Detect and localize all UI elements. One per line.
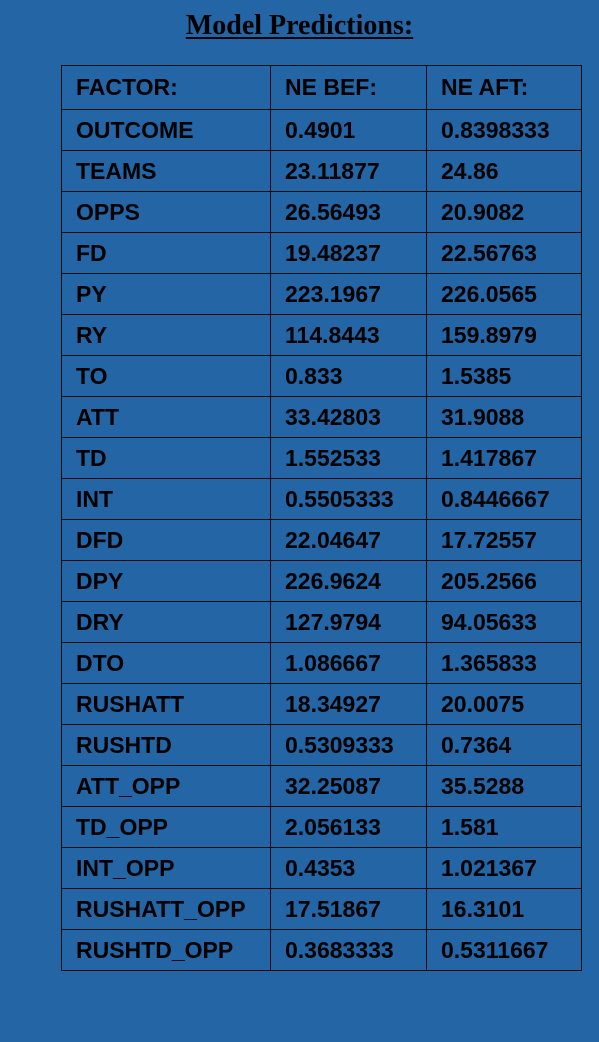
ne-aft-cell: 0.7364 xyxy=(426,724,582,766)
header-cell-factor: FACTOR: xyxy=(61,65,271,110)
table-row: RUSHTD_OPP 0.3683333 0.5311667 xyxy=(61,929,582,971)
ne-aft-cell: 1.021367 xyxy=(426,847,582,889)
table-row: RY 114.8443 159.8979 xyxy=(61,314,582,356)
table-row: TEAMS 23.11877 24.86 xyxy=(61,150,582,192)
factor-cell: RY xyxy=(61,314,271,356)
factor-cell: INT_OPP xyxy=(61,847,271,889)
ne-bef-cell: 0.833 xyxy=(270,355,427,397)
table-row: RUSHTD 0.5309333 0.7364 xyxy=(61,724,582,766)
ne-bef-cell: 22.04647 xyxy=(270,519,427,561)
table-row: DFD 22.04647 17.72557 xyxy=(61,519,582,561)
ne-bef-cell: 32.25087 xyxy=(270,765,427,807)
factor-cell: DRY xyxy=(61,601,271,643)
ne-bef-cell: 33.42803 xyxy=(270,396,427,438)
ne-aft-cell: 31.9088 xyxy=(426,396,582,438)
factor-cell: RUSHTD_OPP xyxy=(61,929,271,971)
table-row: INT 0.5505333 0.8446667 xyxy=(61,478,582,520)
table-row: RUSHATT_OPP 17.51867 16.3101 xyxy=(61,888,582,930)
ne-aft-cell: 35.5288 xyxy=(426,765,582,807)
table-row: OPPS 26.56493 20.9082 xyxy=(61,191,582,233)
ne-bef-cell: 26.56493 xyxy=(270,191,427,233)
table-body: OUTCOME 0.4901 0.8398333 TEAMS 23.11877 24.86… xyxy=(61,109,582,971)
table-row: TO 0.833 1.5385 xyxy=(61,355,582,397)
table-row: TD 1.552533 1.417867 xyxy=(61,437,582,479)
header-cell-ne-bef: NE BEF: xyxy=(270,65,427,110)
ne-bef-cell: 127.9794 xyxy=(270,601,427,643)
header-cell-ne-aft: NE AFT: xyxy=(426,65,582,110)
ne-aft-cell: 0.8446667 xyxy=(426,478,582,520)
ne-aft-cell: 0.5311667 xyxy=(426,929,582,971)
factor-cell: TEAMS xyxy=(61,150,271,192)
factor-cell: INT xyxy=(61,478,271,520)
ne-aft-cell: 159.8979 xyxy=(426,314,582,356)
factor-cell: TD_OPP xyxy=(61,806,271,848)
page-title: Model Predictions: xyxy=(0,6,599,46)
ne-aft-cell: 22.56763 xyxy=(426,232,582,274)
ne-aft-cell: 226.0565 xyxy=(426,273,582,315)
table-row: TD_OPP 2.056133 1.581 xyxy=(61,806,582,848)
table-row: INT_OPP 0.4353 1.021367 xyxy=(61,847,582,889)
factor-cell: DPY xyxy=(61,560,271,602)
table-row: ATT_OPP 32.25087 35.5288 xyxy=(61,765,582,807)
ne-aft-cell: 24.86 xyxy=(426,150,582,192)
factor-cell: RUSHTD xyxy=(61,724,271,766)
factor-cell: PY xyxy=(61,273,271,315)
table-row: DTO 1.086667 1.365833 xyxy=(61,642,582,684)
factor-cell: OUTCOME xyxy=(61,109,271,151)
ne-bef-cell: 1.552533 xyxy=(270,437,427,479)
table-row: RUSHATT 18.34927 20.0075 xyxy=(61,683,582,725)
ne-aft-cell: 20.9082 xyxy=(426,191,582,233)
factor-cell: TO xyxy=(61,355,271,397)
ne-bef-cell: 114.8443 xyxy=(270,314,427,356)
factor-cell: OPPS xyxy=(61,191,271,233)
factor-cell: RUSHATT_OPP xyxy=(61,888,271,930)
ne-bef-cell: 0.5505333 xyxy=(270,478,427,520)
ne-aft-cell: 1.5385 xyxy=(426,355,582,397)
table-row: PY 223.1967 226.0565 xyxy=(61,273,582,315)
ne-bef-cell: 18.34927 xyxy=(270,683,427,725)
header-row: FACTOR: NE BEF: NE AFT: xyxy=(61,65,582,110)
ne-aft-cell: 16.3101 xyxy=(426,888,582,930)
ne-aft-cell: 94.05633 xyxy=(426,601,582,643)
ne-aft-cell: 1.417867 xyxy=(426,437,582,479)
ne-aft-cell: 0.8398333 xyxy=(426,109,582,151)
ne-aft-cell: 20.0075 xyxy=(426,683,582,725)
ne-aft-cell: 17.72557 xyxy=(426,519,582,561)
ne-bef-cell: 19.48237 xyxy=(270,232,427,274)
ne-bef-cell: 23.11877 xyxy=(270,150,427,192)
ne-bef-cell: 0.4901 xyxy=(270,109,427,151)
ne-aft-cell: 1.365833 xyxy=(426,642,582,684)
factor-cell: ATT_OPP xyxy=(61,765,271,807)
table-row: DPY 226.9624 205.2566 xyxy=(61,560,582,602)
factor-cell: DFD xyxy=(61,519,271,561)
ne-aft-cell: 205.2566 xyxy=(426,560,582,602)
table-row: FD 19.48237 22.56763 xyxy=(61,232,582,274)
predictions-table: FACTOR: NE BEF: NE AFT: OUTCOME 0.4901 0.8… xyxy=(61,65,582,971)
factor-cell: DTO xyxy=(61,642,271,684)
ne-bef-cell: 1.086667 xyxy=(270,642,427,684)
page-title-text: Model Predictions: xyxy=(185,10,414,41)
ne-bef-cell: 223.1967 xyxy=(270,273,427,315)
ne-bef-cell: 0.4353 xyxy=(270,847,427,889)
table-row: OUTCOME 0.4901 0.8398333 xyxy=(61,109,582,151)
ne-aft-cell: 1.581 xyxy=(426,806,582,848)
ne-bef-cell: 2.056133 xyxy=(270,806,427,848)
factor-cell: RUSHATT xyxy=(61,683,271,725)
factor-cell: FD xyxy=(61,232,271,274)
table-header: FACTOR: NE BEF: NE AFT: xyxy=(61,65,582,110)
ne-bef-cell: 0.3683333 xyxy=(270,929,427,971)
table-row: DRY 127.9794 94.05633 xyxy=(61,601,582,643)
table-row: ATT 33.42803 31.9088 xyxy=(61,396,582,438)
ne-bef-cell: 226.9624 xyxy=(270,560,427,602)
factor-cell: ATT xyxy=(61,396,271,438)
ne-bef-cell: 17.51867 xyxy=(270,888,427,930)
ne-bef-cell: 0.5309333 xyxy=(270,724,427,766)
factor-cell: TD xyxy=(61,437,271,479)
